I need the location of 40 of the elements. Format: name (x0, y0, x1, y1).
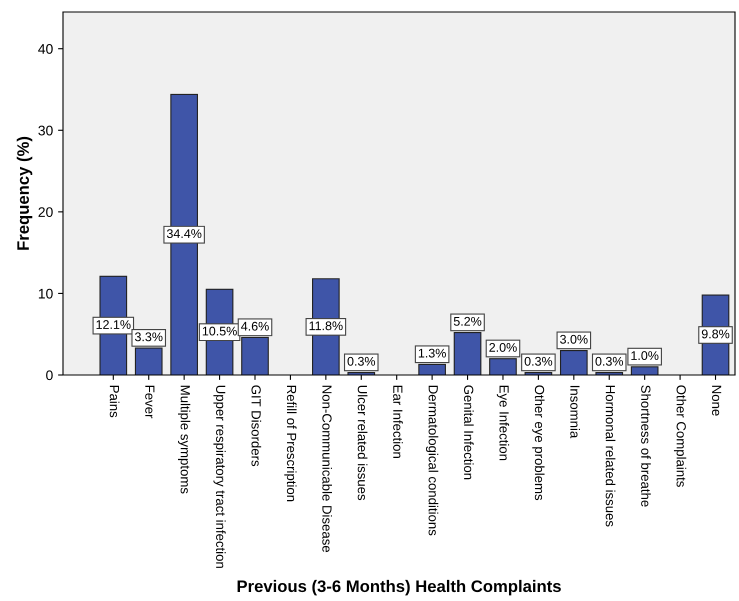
data-label: 0.3% (524, 356, 552, 366)
x-tick-label: Insomnia (570, 386, 580, 438)
data-label: 9.8% (702, 330, 730, 338)
x-tick-label: Multiple symptoms (178, 386, 190, 494)
x-tick-label: Other eye problems (532, 385, 545, 500)
data-label: 3.3% (134, 332, 163, 342)
x-tick-label: Fever (145, 386, 154, 418)
data-label: 1.0% (631, 351, 658, 360)
x-tick-label: Ulcer related issues (358, 386, 368, 500)
data-label: 3.0% (560, 334, 588, 344)
y-axis-title: Frequency (%) (16, 136, 32, 250)
x-tick-label: Genital Infection (464, 385, 474, 480)
y-tick-label: 40 (38, 44, 53, 54)
y-tick-label: 20 (38, 207, 53, 218)
x-tick-label: Ear Infection (393, 386, 403, 458)
y-tick-label: 10 (38, 288, 53, 299)
data-label: 34.4% (166, 229, 202, 238)
x-tick-label: None (712, 386, 722, 416)
x-tick-label: Pains (110, 386, 120, 418)
x-tick-label: Dermatological conditions (426, 386, 438, 536)
x-tick-label: Hormonal related issues (606, 386, 616, 527)
data-label: 11.8% (310, 321, 343, 330)
x-tick-label: Shortness of breathe (641, 385, 651, 507)
data-label: 1.3% (418, 348, 446, 358)
data-label: 5.2% (454, 316, 482, 326)
x-tick-label: Other Complaints (674, 385, 686, 487)
y-tick-label: 30 (38, 126, 53, 136)
x-tick-label: Eye Infection (496, 386, 510, 460)
x-tick-label: Upper respiratory tract infection (213, 386, 226, 568)
x-tick-label: Refill of Prescription (284, 386, 297, 502)
data-label: 2.0% (489, 343, 517, 352)
data-label: 0.3% (595, 356, 624, 366)
data-label: 0.3% (348, 356, 376, 366)
x-axis-title: Previous (3-6 Months) Health Complaints (238, 580, 561, 596)
data-label: 4.6% (241, 322, 269, 331)
x-tick-label: GIT Disorders (251, 385, 262, 466)
y-tick-label: 0 (46, 370, 53, 380)
data-label: 10.5% (202, 326, 237, 336)
data-label: 12.1% (96, 320, 131, 329)
x-tick-label: Non-Communicable Disease (322, 386, 332, 552)
